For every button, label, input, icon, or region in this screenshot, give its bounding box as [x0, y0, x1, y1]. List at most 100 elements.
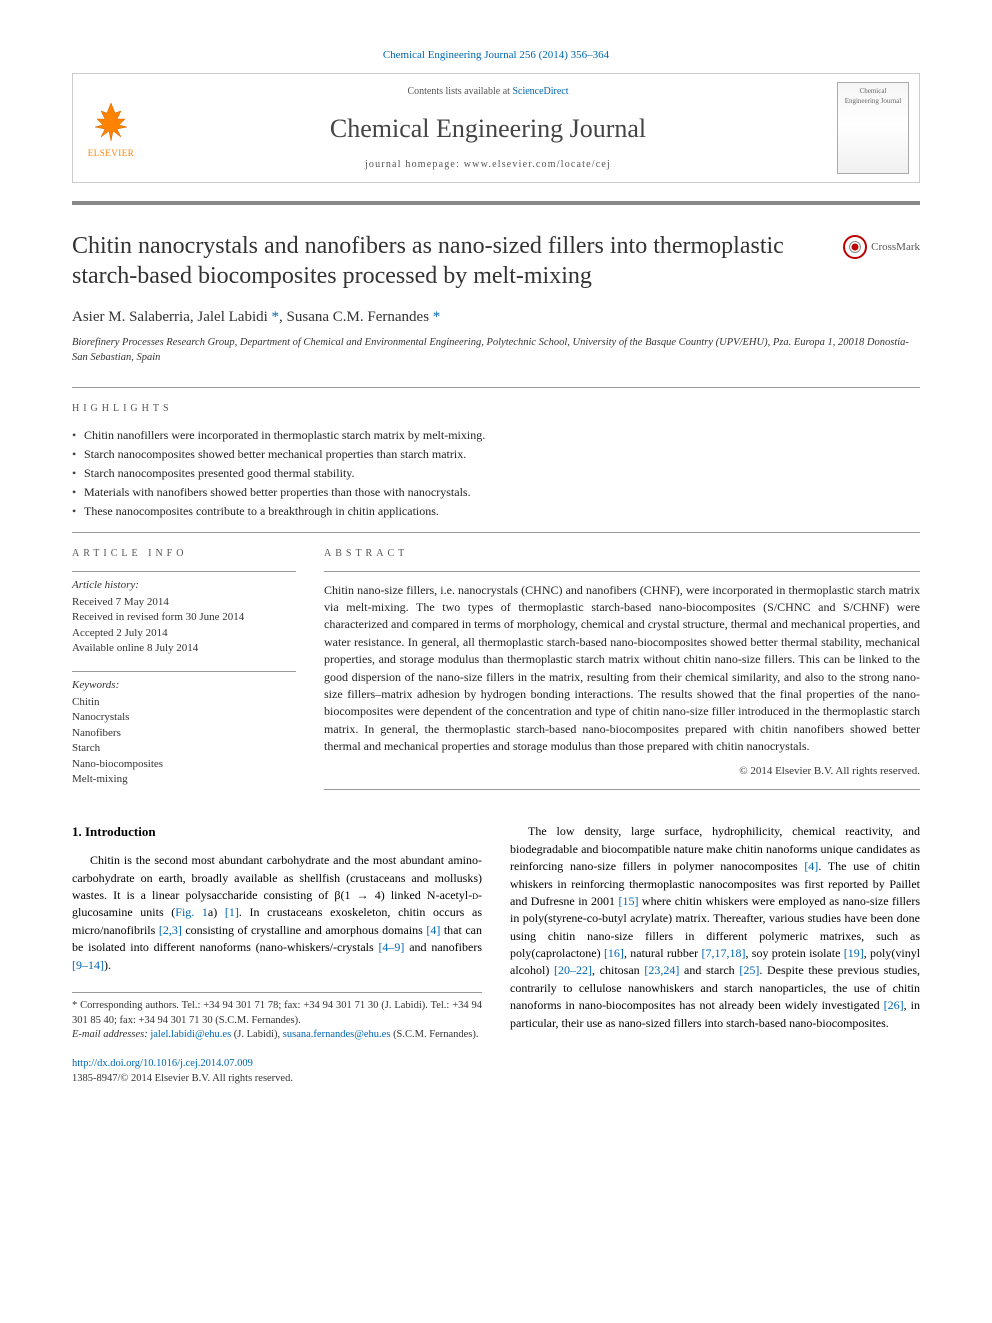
email-link-1[interactable]: jalel.labidi@ehu.es — [150, 1029, 231, 1040]
ref-link[interactable]: [7,17,18] — [702, 946, 746, 960]
doi-link[interactable]: http://dx.doi.org/10.1016/j.cej.2014.07.… — [72, 1058, 253, 1069]
highlights-list: Chitin nanofillers were incorporated in … — [72, 426, 920, 522]
homepage-prefix: journal homepage: — [365, 159, 464, 170]
history-revised: Received in revised form 30 June 2014 — [72, 610, 296, 625]
t: ). — [104, 958, 111, 972]
t: , natural rubber — [624, 946, 702, 960]
page: Chemical Engineering Journal 256 (2014) … — [0, 0, 992, 1126]
article-info-col: ARTICLE INFO Article history: Received 7… — [72, 543, 296, 802]
title-row: Chitin nanocrystals and nanofibers as na… — [72, 231, 920, 291]
t: a) — [208, 905, 225, 919]
intro-columns: 1. Introduction Chitin is the second mos… — [72, 823, 920, 1043]
ref-link[interactable]: [2,3] — [159, 923, 182, 937]
keyword: Chitin — [72, 695, 296, 710]
contents-avail: Contents lists available at ScienceDirec… — [155, 85, 821, 99]
ref-link[interactable]: [20–22] — [554, 963, 592, 977]
fig-link[interactable]: Fig. 1 — [175, 905, 208, 919]
homepage-url[interactable]: www.elsevier.com/locate/cej — [464, 159, 611, 170]
t: Chitin is the second most abundant carbo… — [72, 853, 482, 902]
ref-link[interactable]: [23,24] — [644, 963, 679, 977]
highlight-item: These nanocomposites contribute to a bre… — [72, 502, 920, 521]
abstract-col: ABSTRACT Chitin nano-size fillers, i.e. … — [324, 543, 920, 802]
ref-link[interactable]: [9–14] — [72, 958, 104, 972]
journal-cover: Chemical Engineering Journal — [827, 74, 919, 182]
abstract-rule — [324, 571, 920, 572]
author-list: Asier M. Salaberria, Jalel Labidi *, Sus… — [72, 307, 920, 328]
journal-homepage: journal homepage: www.elsevier.com/locat… — [155, 158, 821, 172]
article-title: Chitin nanocrystals and nanofibers as na… — [72, 231, 823, 291]
email-link-2[interactable]: susana.fernandes@ehu.es — [283, 1029, 391, 1040]
author-3: Susana C.M. Fernandes — [287, 309, 430, 325]
t: consisting of crystalline and amorphous … — [182, 923, 427, 937]
keywords-header: Keywords: — [72, 678, 296, 693]
ref-link[interactable]: [1] — [225, 905, 239, 919]
t: , chitosan — [592, 963, 644, 977]
header-rule — [72, 201, 920, 205]
ref-link[interactable]: [4–9] — [378, 940, 404, 954]
crossmark-label: CrossMark — [871, 240, 920, 255]
crossmark-icon — [843, 235, 867, 259]
keyword: Melt-mixing — [72, 772, 296, 787]
t: and nanofibers — [404, 940, 482, 954]
history-received: Received 7 May 2014 — [72, 595, 296, 610]
footnotes: * Corresponding authors. Tel.: +34 94 30… — [72, 992, 482, 1043]
citation-link[interactable]: Chemical Engineering Journal 256 (2014) … — [383, 49, 609, 61]
author-1: Asier M. Salaberria — [72, 309, 190, 325]
keyword: Starch — [72, 741, 296, 756]
rule-1 — [72, 387, 920, 388]
affiliation: Biorefinery Processes Research Group, De… — [72, 336, 920, 364]
highlight-item: Starch nanocomposites showed better mech… — [72, 445, 920, 464]
doi-block: http://dx.doi.org/10.1016/j.cej.2014.07.… — [72, 1057, 920, 1086]
ref-link[interactable]: [19] — [844, 946, 864, 960]
intro-right-col: The low density, large surface, hydrophi… — [510, 823, 920, 1043]
t: , soy protein isolate — [746, 946, 844, 960]
keyword: Nanofibers — [72, 726, 296, 741]
header-center: Contents lists available at ScienceDirec… — [149, 74, 827, 182]
history-header: Article history: — [72, 578, 296, 593]
keyword: Nanocrystals — [72, 710, 296, 725]
contents-prefix: Contents lists available at — [407, 86, 512, 97]
issn-copyright: 1385-8947/© 2014 Elsevier B.V. All right… — [72, 1072, 920, 1087]
highlight-item: Starch nanocomposites presented good the… — [72, 464, 920, 483]
ref-link[interactable]: [25] — [739, 963, 759, 977]
highlight-item: Chitin nanofillers were incorporated in … — [72, 426, 920, 445]
article-info-label: ARTICLE INFO — [72, 547, 296, 561]
email-line: E-mail addresses: jalel.labidi@ehu.es (J… — [72, 1028, 482, 1043]
crossmark-widget[interactable]: CrossMark — [843, 235, 920, 259]
abstract-text: Chitin nano-size fillers, i.e. nanocryst… — [324, 582, 920, 756]
email-label: E-mail addresses: — [72, 1029, 150, 1040]
abstract-rule-bottom — [324, 789, 920, 790]
corr-mark-1[interactable]: * — [272, 309, 280, 325]
highlight-item: Materials with nanofibers showed better … — [72, 483, 920, 502]
highlights-label: HIGHLIGHTS — [72, 402, 920, 416]
citation-header[interactable]: Chemical Engineering Journal 256 (2014) … — [72, 48, 920, 63]
keywords-block: Keywords: Chitin Nanocrystals Nanofibers… — [72, 678, 296, 788]
intro-para-2: The low density, large surface, hydrophi… — [510, 823, 920, 1032]
ref-link[interactable]: [4] — [804, 859, 818, 873]
sciencedirect-link[interactable]: ScienceDirect — [512, 86, 568, 97]
info-rule — [72, 571, 296, 572]
publisher-logo[interactable]: ELSEVIER — [73, 74, 149, 182]
info-abstract-row: ARTICLE INFO Article history: Received 7… — [72, 543, 920, 802]
info-rule-2 — [72, 671, 296, 672]
abstract-copyright: © 2014 Elsevier B.V. All rights reserved… — [324, 764, 920, 779]
corr-mark-2[interactable]: * — [433, 309, 441, 325]
t: (J. Labidi), — [231, 1029, 283, 1040]
keyword: Nano-biocomposites — [72, 757, 296, 772]
author-2: Jalel Labidi — [197, 309, 267, 325]
rule-2 — [72, 532, 920, 533]
cover-thumbnail: Chemical Engineering Journal — [837, 82, 909, 174]
intro-left-col: 1. Introduction Chitin is the second mos… — [72, 823, 482, 1043]
corresponding-note: * Corresponding authors. Tel.: +34 94 30… — [72, 999, 482, 1028]
ref-link[interactable]: [16] — [604, 946, 624, 960]
intro-para-1: Chitin is the second most abundant carbo… — [72, 852, 482, 974]
t: and starch — [679, 963, 739, 977]
article-history: Article history: Received 7 May 2014 Rec… — [72, 578, 296, 657]
journal-header-box: ELSEVIER Contents lists available at Sci… — [72, 73, 920, 183]
ref-link[interactable]: [26] — [884, 998, 904, 1012]
abstract-label: ABSTRACT — [324, 547, 920, 561]
ref-link[interactable]: [15] — [618, 894, 638, 908]
elsevier-tree-icon — [87, 97, 135, 145]
history-accepted: Accepted 2 July 2014 — [72, 626, 296, 641]
ref-link[interactable]: [4] — [426, 923, 440, 937]
